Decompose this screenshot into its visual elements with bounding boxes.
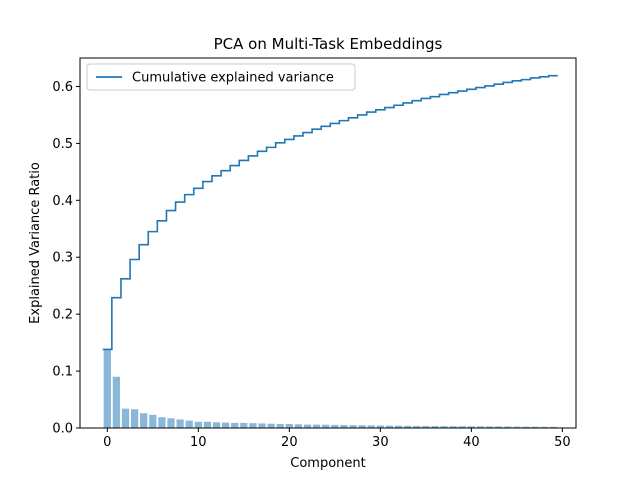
bar-2 (121, 408, 130, 428)
bar-24 (322, 424, 330, 428)
y-tick-label-2: 0.2 (52, 308, 73, 323)
bar-18 (267, 423, 275, 428)
bar-41 (476, 426, 485, 428)
bar-16 (249, 423, 257, 428)
bar-4 (140, 413, 148, 428)
bar-22 (303, 424, 312, 428)
x-axis-ticks: 0 10 20 30 40 50 (103, 428, 571, 450)
bar-36 (431, 426, 439, 428)
y-tick-label-6: 0.6 (52, 80, 73, 95)
bar-1 (112, 376, 121, 428)
bar-46 (522, 426, 530, 428)
bar-43 (495, 426, 503, 428)
bar-14 (231, 422, 239, 428)
bar-34 (413, 425, 421, 428)
x-tick-label-20: 20 (281, 435, 298, 450)
bar-29 (367, 425, 375, 428)
bar-37 (440, 426, 448, 428)
x-tick-label-10: 10 (190, 435, 207, 450)
bar-48 (540, 426, 548, 428)
bar-30 (376, 425, 384, 428)
variance-bars (103, 349, 557, 428)
bar-44 (504, 426, 512, 428)
bar-23 (312, 424, 321, 428)
bar-45 (513, 426, 521, 428)
bar-15 (240, 422, 248, 428)
bar-12 (212, 422, 221, 428)
y-axis-label: Explained Variance Ratio (28, 162, 43, 324)
bar-21 (294, 424, 303, 428)
bar-33 (403, 425, 412, 428)
bar-10 (194, 421, 202, 428)
bar-11 (203, 421, 212, 428)
bar-42 (485, 426, 494, 428)
bar-32 (394, 425, 403, 428)
bar-13 (221, 422, 230, 428)
bar-8 (176, 419, 184, 428)
y-tick-label-4: 0.4 (52, 194, 73, 209)
y-tick-label-5: 0.5 (52, 137, 73, 152)
legend-box (86, 63, 356, 91)
bar-47 (531, 426, 539, 428)
bar-27 (349, 425, 357, 428)
bar-38 (449, 426, 457, 428)
bar-7 (167, 418, 175, 428)
bar-31 (385, 425, 394, 428)
bar-49 (549, 426, 557, 428)
bar-17 (258, 423, 266, 428)
x-tick-label-40: 40 (463, 435, 480, 450)
chart-title: PCA on Multi-Task Embeddings (214, 35, 443, 53)
bar-28 (358, 425, 366, 428)
bar-19 (276, 424, 284, 428)
cumulative-step-line (102, 74, 558, 351)
bar-20 (285, 424, 293, 428)
bar-0 (103, 349, 111, 428)
y-tick-label-1: 0.1 (52, 365, 73, 380)
y-tick-label-0: 0.0 (52, 422, 73, 437)
bar-40 (467, 426, 475, 428)
x-tick-label-30: 30 (372, 435, 389, 450)
cumulative-line (102, 74, 558, 351)
legend: Cumulative explained variance (86, 63, 356, 91)
bar-39 (458, 426, 466, 428)
x-tick-label-0: 0 (103, 435, 111, 450)
bar-26 (340, 425, 348, 428)
y-tick-label-3: 0.3 (52, 251, 73, 266)
bar-5 (149, 414, 157, 428)
x-tick-label-50: 50 (554, 435, 571, 450)
bar-35 (422, 426, 430, 428)
bar-9 (185, 420, 193, 428)
plot-frame (79, 57, 577, 429)
legend-entry-cumulative: Cumulative explained variance (132, 71, 334, 86)
y-axis-ticks: 0.0 0.1 0.2 0.3 0.4 0.5 0.6 (52, 80, 80, 437)
bar-25 (331, 424, 339, 428)
bar-3 (130, 409, 139, 428)
x-axis-label: Component (290, 456, 365, 471)
bar-6 (158, 417, 166, 428)
